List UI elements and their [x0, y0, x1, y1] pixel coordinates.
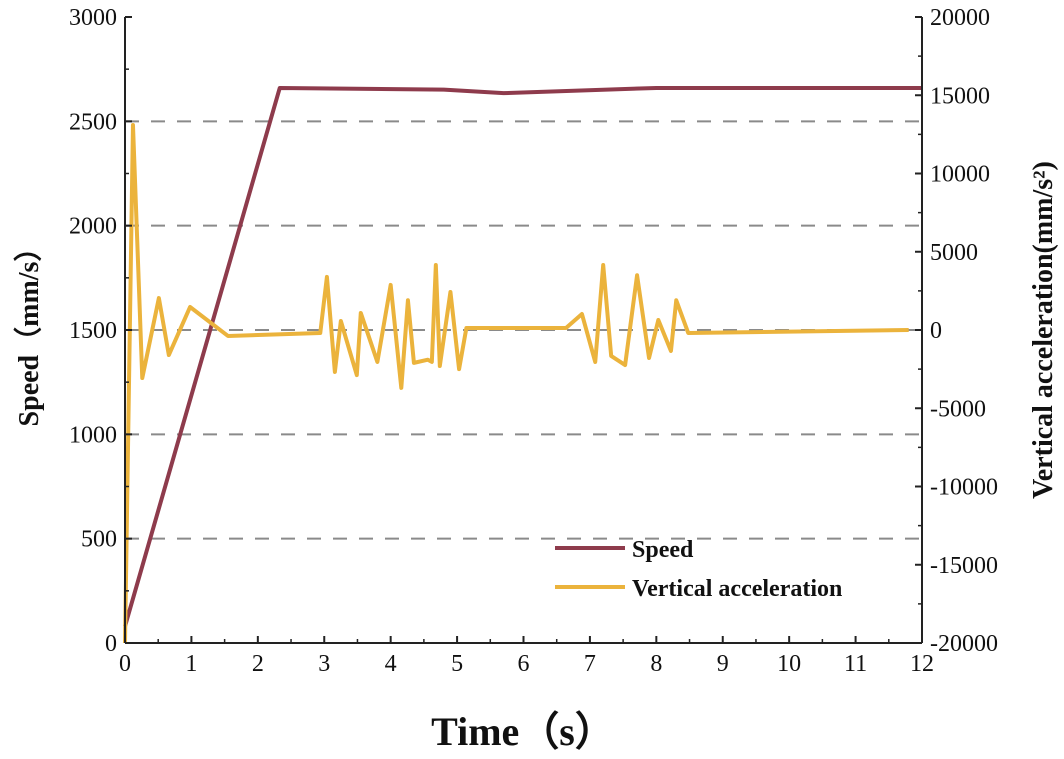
x-tick-label: 3 [318, 651, 330, 677]
y-tick-label: 2000 [69, 214, 117, 240]
legend-label-acceleration: Vertical acceleration [632, 576, 842, 602]
y-tick-label: 1000 [69, 422, 117, 448]
y2-tick-label: -20000 [930, 631, 998, 657]
x-tick-label: 7 [584, 651, 596, 677]
x-tick-label: 11 [844, 651, 867, 677]
y-tick-label: 3000 [69, 5, 117, 31]
x-tick-label: 8 [650, 651, 662, 677]
y-axis-label: Speed（mm/s） [12, 234, 45, 427]
x-tick-label: 5 [451, 651, 463, 677]
x-tick-label: 6 [518, 651, 530, 677]
y2-tick-label: -10000 [930, 475, 998, 501]
speed-line [123, 85, 922, 627]
legend: Speed Vertical acceleration [555, 537, 842, 602]
y-tick-label: 0 [105, 631, 117, 657]
x-tick-label: 2 [252, 651, 264, 677]
y-tick-label: 1500 [69, 318, 117, 344]
acceleration-line [123, 122, 909, 644]
x-tick-label: 9 [717, 651, 729, 677]
x-tick-label: 4 [385, 651, 397, 677]
x-axis-label: Time（s） [431, 709, 615, 754]
x-tick-label: 12 [910, 651, 934, 677]
y2-tick-label: -15000 [930, 553, 998, 579]
y2-tick-label: 5000 [930, 240, 978, 266]
x-tick-label: 10 [777, 651, 801, 677]
y2-tick-label: 0 [930, 318, 942, 344]
x-tick-label: 0 [119, 651, 131, 677]
y2-axis-label: Vertical acceleration(mm/s²) [1028, 161, 1059, 499]
y2-tick-label: -5000 [930, 396, 986, 422]
y-tick-label: 2500 [69, 109, 117, 135]
y-tick-label: 500 [81, 527, 117, 553]
y2-tick-label: 10000 [930, 162, 990, 188]
y2-tick-label: 15000 [930, 83, 990, 109]
y2-tick-label: 20000 [930, 5, 990, 31]
x-tick-label: 1 [185, 651, 197, 677]
legend-label-speed: Speed [632, 537, 694, 563]
